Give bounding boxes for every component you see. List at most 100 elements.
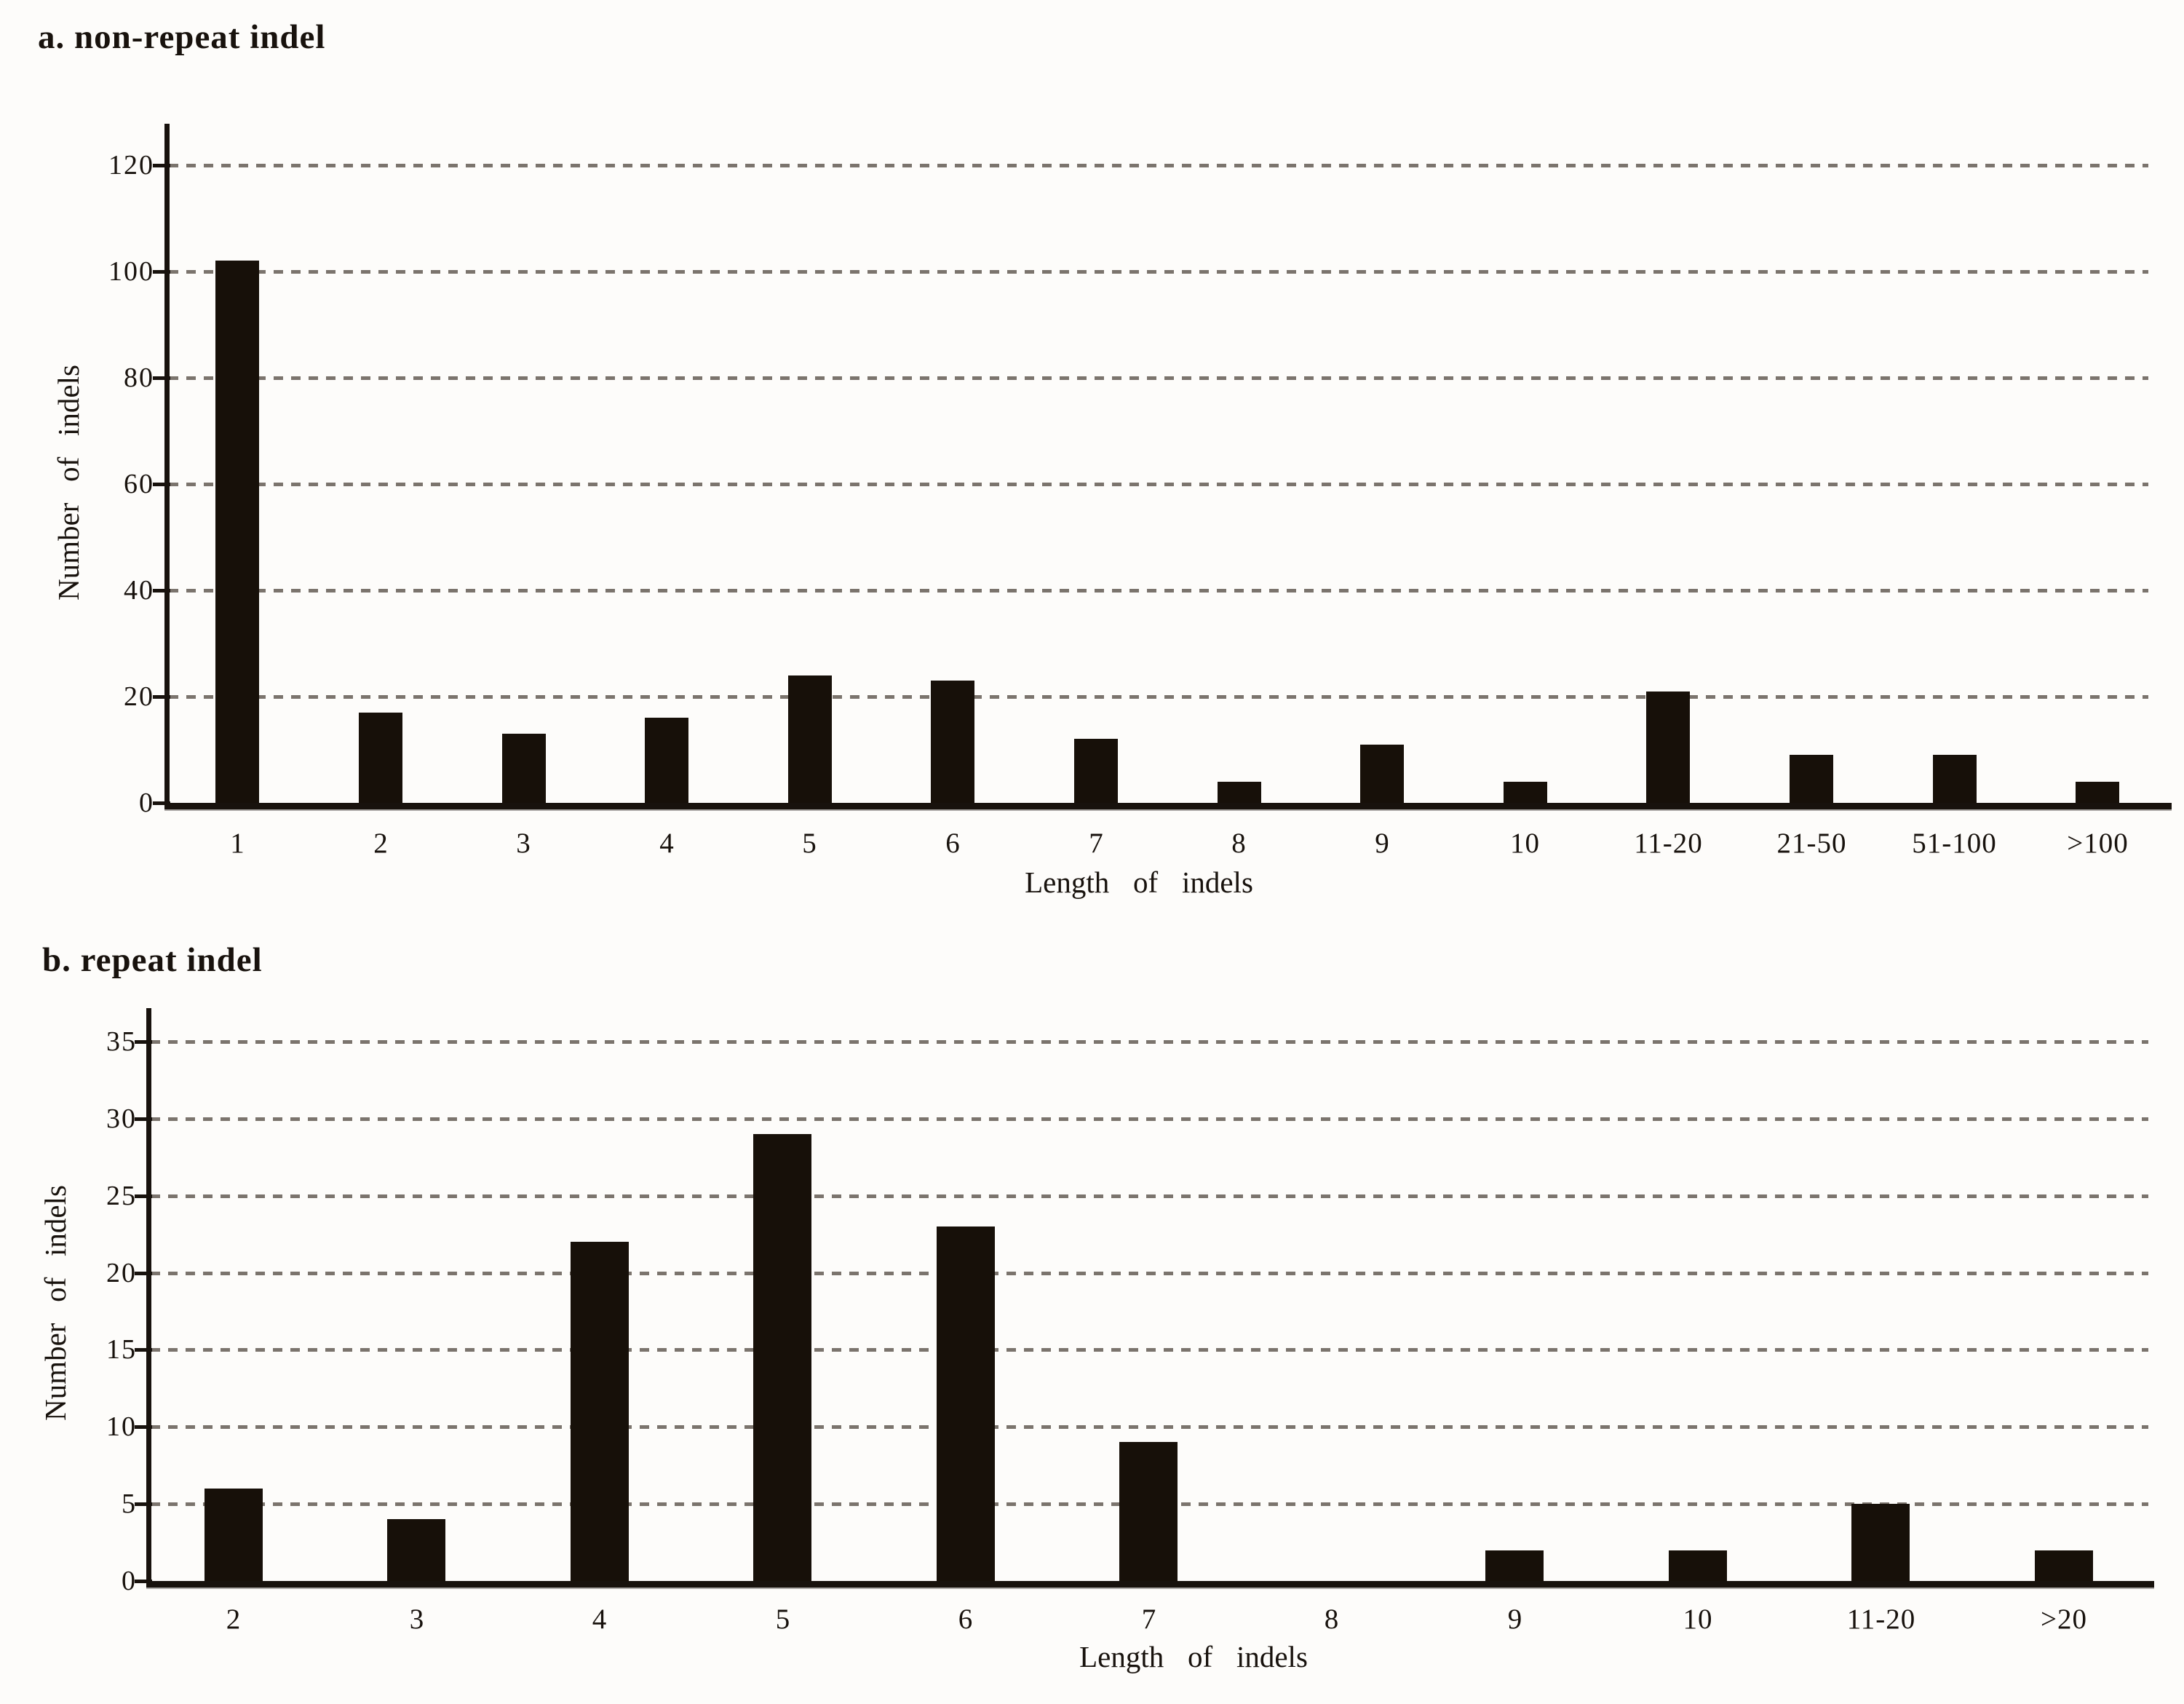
x-tick-label-a-3: 3 — [516, 828, 531, 859]
gridline-a-120 — [169, 164, 2148, 167]
y-tick-label-b-25: 25 — [106, 1180, 137, 1211]
x-tick-label-a->100: >100 — [2067, 828, 2129, 859]
gridline-b-35 — [151, 1040, 2148, 1045]
x-tick-label-a-6: 6 — [945, 828, 961, 859]
bar-a-11-20 — [1646, 691, 1690, 803]
y-tick-b-0 — [135, 1580, 152, 1583]
gridline-b-20 — [151, 1271, 2148, 1275]
bar-a-4 — [645, 718, 688, 803]
x-axis-line-a — [164, 803, 2172, 809]
y-tick-b-30 — [135, 1117, 152, 1121]
x-tick-label-b-7: 7 — [1141, 1604, 1157, 1635]
y-tick-b-15 — [135, 1348, 152, 1352]
bar-b-5 — [753, 1134, 811, 1581]
bar-b-6 — [937, 1227, 995, 1581]
y-axis-line-b — [146, 1008, 151, 1585]
y-tick-a-60 — [153, 483, 170, 486]
panel-b-title: b. repeat indel — [42, 941, 263, 979]
x-tick-label-a-5: 5 — [802, 828, 817, 859]
y-tick-a-20 — [153, 695, 170, 699]
gridline-a-60 — [169, 483, 2148, 486]
x-tick-label-a-11-20: 11-20 — [1634, 828, 1703, 859]
bar-a->100 — [2076, 782, 2119, 803]
bar-a-5 — [788, 675, 832, 803]
y-tick-label-a-60: 60 — [124, 469, 154, 499]
bar-b-10 — [1669, 1550, 1727, 1581]
bar-a-6 — [931, 681, 974, 803]
x-axis-line-b — [146, 1581, 2154, 1588]
bar-a-1 — [215, 261, 259, 803]
y-tick-b-20 — [135, 1271, 152, 1275]
gridline-b-10 — [151, 1425, 2148, 1430]
y-tick-label-a-20: 20 — [124, 681, 154, 712]
bar-b-9 — [1485, 1550, 1544, 1581]
x-tick-label-b-11-20: 11-20 — [1846, 1604, 1916, 1635]
y-tick-b-5 — [135, 1502, 152, 1507]
bar-b-3 — [387, 1519, 445, 1581]
gridline-b-15 — [151, 1348, 2148, 1352]
y-tick-a-120 — [153, 164, 170, 167]
x-tick-label-a-10: 10 — [1510, 828, 1540, 859]
bar-a-3 — [502, 734, 546, 803]
x-tick-label-b->20: >20 — [2041, 1604, 2087, 1635]
x-tick-label-b-6: 6 — [958, 1604, 974, 1635]
gridline-b-25 — [151, 1194, 2148, 1198]
y-tick-label-a-120: 120 — [108, 150, 154, 181]
y-tick-b-35 — [135, 1040, 152, 1045]
x-tick-label-b-3: 3 — [409, 1604, 425, 1635]
bar-b-11-20 — [1851, 1504, 1910, 1581]
bar-b-2 — [204, 1489, 263, 1581]
y-tick-label-a-0: 0 — [139, 788, 154, 818]
bar-a-7 — [1074, 739, 1118, 803]
bar-a-10 — [1504, 782, 1547, 803]
y-tick-label-b-5: 5 — [122, 1489, 137, 1520]
bar-a-51-100 — [1933, 755, 1977, 803]
y-tick-label-b-10: 10 — [106, 1411, 137, 1443]
y-tick-label-b-35: 35 — [106, 1026, 137, 1058]
gridline-a-20 — [169, 695, 2148, 699]
x-tick-label-b-4: 4 — [592, 1604, 608, 1635]
gridline-a-40 — [169, 589, 2148, 593]
y-tick-label-b-20: 20 — [106, 1257, 137, 1288]
panel-b-x-axis-title: Length of indels — [1079, 1640, 1308, 1673]
gridline-b-30 — [151, 1117, 2148, 1121]
bar-b->20 — [2035, 1550, 2093, 1581]
bar-b-4 — [571, 1242, 629, 1581]
y-tick-a-100 — [153, 270, 170, 274]
y-tick-b-10 — [135, 1425, 152, 1430]
y-tick-b-25 — [135, 1194, 152, 1198]
x-tick-label-b-5: 5 — [775, 1604, 791, 1635]
panel-a-title: a. non-repeat indel — [38, 18, 326, 56]
y-tick-a-40 — [153, 589, 170, 593]
y-axis-line-a — [164, 124, 170, 807]
y-tick-label-b-30: 30 — [106, 1103, 137, 1134]
x-tick-label-a-8: 8 — [1231, 828, 1247, 859]
bar-a-21-50 — [1790, 755, 1833, 803]
x-tick-label-b-8: 8 — [1324, 1604, 1340, 1635]
x-tick-label-a-1: 1 — [230, 828, 245, 859]
bar-b-7 — [1119, 1442, 1178, 1581]
y-tick-label-a-80: 80 — [124, 362, 154, 393]
x-tick-label-a-7: 7 — [1089, 828, 1104, 859]
x-tick-label-b-9: 9 — [1507, 1604, 1523, 1635]
y-tick-label-a-40: 40 — [124, 575, 154, 606]
gridline-a-100 — [169, 270, 2148, 274]
y-tick-label-b-0: 0 — [122, 1566, 137, 1596]
bar-a-9 — [1360, 745, 1404, 803]
x-tick-label-a-9: 9 — [1375, 828, 1390, 859]
x-tick-label-a-51-100: 51-100 — [1912, 828, 1997, 859]
x-tick-label-a-21-50: 21-50 — [1776, 828, 1847, 859]
panel-a-x-axis-title: Length of indels — [1025, 865, 1253, 899]
y-tick-label-a-100: 100 — [108, 256, 154, 287]
x-tick-label-b-10: 10 — [1683, 1604, 1713, 1635]
x-tick-label-a-4: 4 — [659, 828, 675, 859]
bar-a-8 — [1218, 782, 1261, 803]
y-tick-label-b-15: 15 — [106, 1334, 137, 1366]
y-tick-a-80 — [153, 376, 170, 380]
x-tick-label-b-2: 2 — [226, 1604, 242, 1635]
y-tick-a-0 — [153, 801, 170, 805]
x-tick-label-a-2: 2 — [373, 828, 389, 859]
gridline-a-80 — [169, 376, 2148, 380]
bar-a-2 — [359, 713, 402, 803]
